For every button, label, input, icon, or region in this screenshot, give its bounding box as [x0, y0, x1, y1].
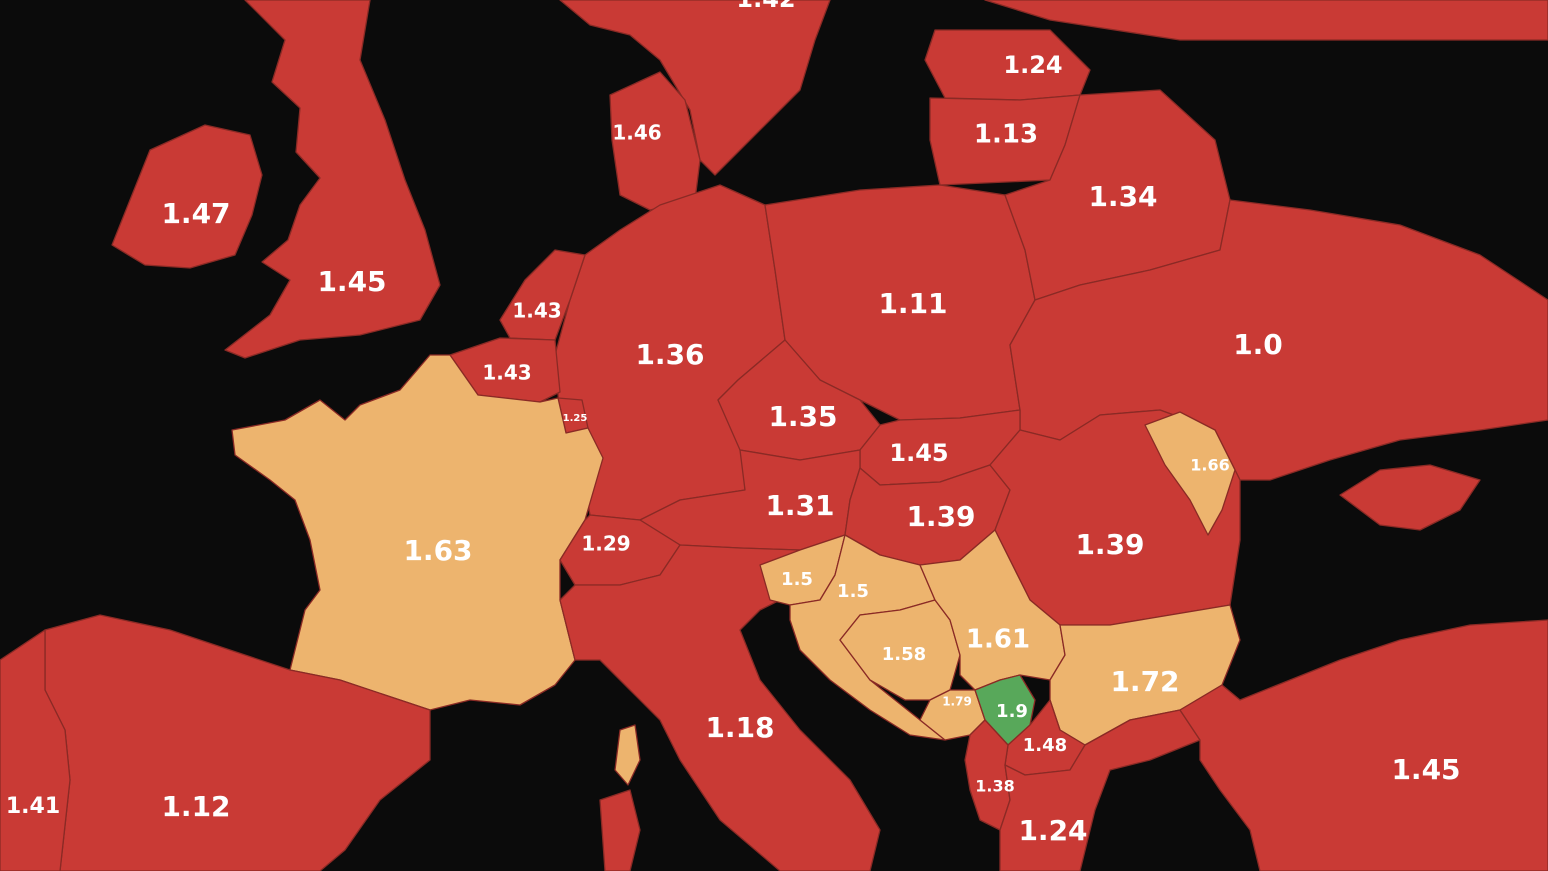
country-corsica — [614, 724, 641, 786]
value-label-czechia: 1.35 — [768, 400, 837, 433]
value-label-lithuania: 1.13 — [974, 120, 1038, 150]
value-label-france: 1.63 — [403, 534, 472, 567]
value-label-poland: 1.11 — [878, 287, 947, 320]
value-label-united-kingdom: 1.45 — [317, 265, 386, 298]
value-label-serbia: 1.61 — [966, 625, 1030, 655]
value-label-denmark: 1.46 — [612, 121, 661, 145]
value-label-switzerland: 1.29 — [581, 532, 630, 556]
country-ireland — [111, 124, 263, 269]
value-label-norway: 1.42 — [736, 0, 795, 13]
value-label-ireland: 1.47 — [161, 197, 230, 230]
value-label-belarus: 1.34 — [1088, 180, 1157, 213]
value-label-spain: 1.12 — [161, 790, 230, 823]
value-label-north-macedonia: 1.48 — [1023, 735, 1067, 756]
value-label-slovenia: 1.5 — [781, 569, 813, 590]
value-label-slovakia: 1.45 — [889, 439, 948, 467]
value-label-bosnia: 1.58 — [882, 644, 926, 665]
value-label-luxembourg: 1.25 — [563, 413, 588, 424]
value-label-romania: 1.39 — [1075, 528, 1144, 561]
value-label-portugal: 1.41 — [6, 794, 60, 819]
country-northeast — [984, 0, 1548, 41]
value-label-kosovo: 1.9 — [996, 701, 1028, 722]
value-label-ukraine: 1.0 — [1233, 328, 1283, 361]
value-label-moldova: 1.66 — [1190, 456, 1229, 475]
country-portugal — [0, 629, 71, 871]
country-norway — [559, 0, 831, 176]
value-label-greece: 1.24 — [1018, 814, 1087, 847]
value-label-italy: 1.18 — [705, 711, 774, 744]
value-label-germany: 1.36 — [635, 338, 704, 371]
country-turkey — [1179, 619, 1548, 871]
value-label-hungary: 1.39 — [906, 500, 975, 533]
value-label-croatia: 1.5 — [837, 581, 869, 602]
value-label-bulgaria: 1.72 — [1110, 665, 1179, 698]
value-label-turkey: 1.45 — [1391, 753, 1460, 786]
value-label-latvia: 1.24 — [1003, 51, 1062, 79]
country-united-kingdom — [224, 0, 441, 359]
value-label-netherlands: 1.43 — [512, 299, 561, 323]
country-crimea — [1339, 464, 1481, 531]
value-label-austria: 1.31 — [765, 489, 834, 522]
country-moldova — [1144, 411, 1236, 536]
country-italy — [559, 544, 881, 871]
country-sardinia — [599, 789, 641, 871]
value-label-montenegro: 1.79 — [942, 695, 972, 709]
value-label-albania: 1.38 — [975, 777, 1014, 796]
value-label-belgium: 1.43 — [482, 361, 531, 385]
